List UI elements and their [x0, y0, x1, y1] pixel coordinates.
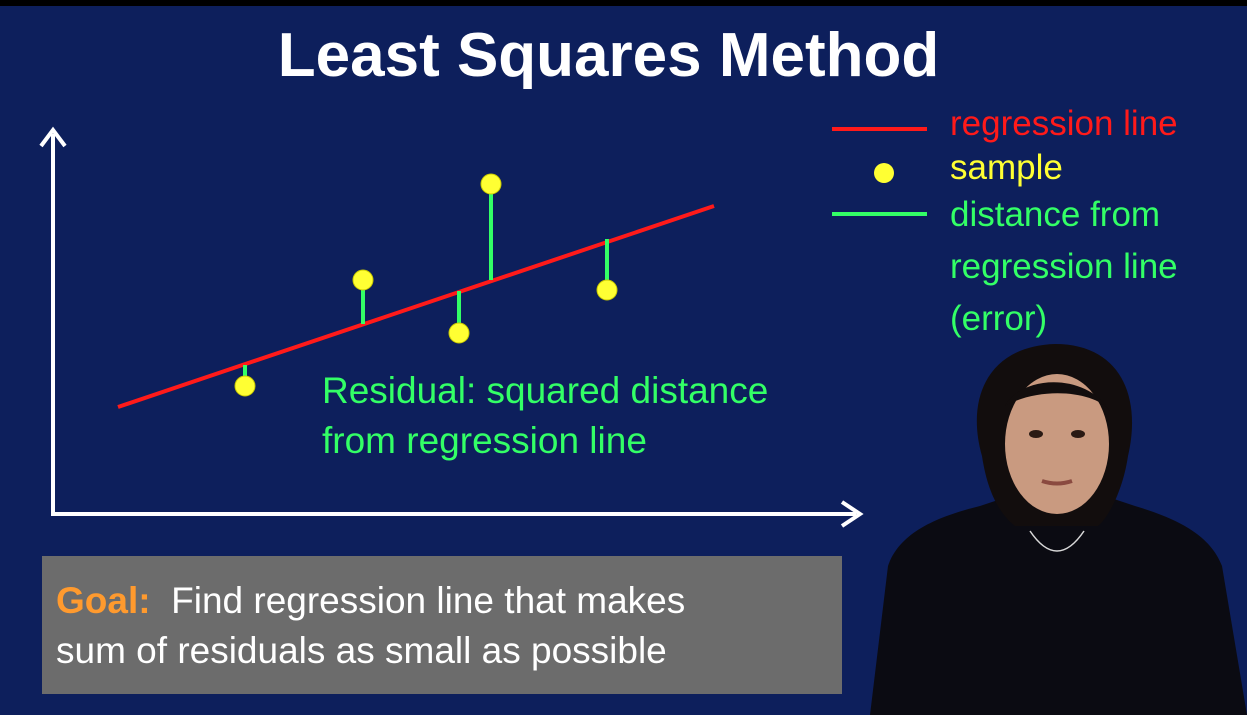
slide: Least Squares Method regression line sam…: [0, 6, 1247, 715]
sample-point: [234, 375, 256, 397]
regression-line: [117, 204, 715, 409]
scatter-diagram: [39, 126, 927, 528]
x-axis-arrow-icon: [840, 500, 864, 528]
slide-title: Least Squares Method: [277, 21, 940, 90]
sample-point: [352, 269, 374, 291]
legend-distance-line: distance from: [950, 195, 1161, 234]
goal-text-line2: sum of residuals as small as possible: [56, 630, 667, 671]
y-axis-arrow-icon: [39, 126, 67, 148]
goal-text: Goal: Find regression line that makes su…: [56, 576, 685, 676]
residual-line: Residual: squared distance: [322, 370, 769, 411]
presenter-fringe: [1005, 382, 1110, 411]
presenter-mouth: [1041, 479, 1073, 486]
goal-box: Goal: Find regression line that makes su…: [42, 556, 842, 694]
legend-regression-label: regression line: [950, 104, 1178, 143]
residual-line: from regression line: [322, 420, 647, 461]
presenter-video: [870, 344, 1247, 715]
legend-sample-label: sample: [950, 148, 1063, 187]
legend-distance-label: distance from regression line (error): [950, 189, 1240, 345]
legend-sample-swatch: [874, 163, 894, 183]
goal-label: Goal:: [56, 580, 151, 621]
goal-line-1: Goal: Find regression line that makes: [56, 576, 685, 626]
legend-distance-line: (error): [950, 299, 1048, 338]
presenter-face: [1005, 374, 1109, 514]
presenter-necklace: [1029, 530, 1085, 552]
sample-point: [596, 279, 618, 301]
residual-definition: Residual: squared distance from regressi…: [322, 366, 768, 466]
legend-distance-line: regression line: [950, 247, 1178, 286]
presenter-eye: [1029, 430, 1043, 438]
presenter-body: [870, 496, 1247, 715]
sample-point: [480, 173, 502, 195]
sample-point: [448, 322, 470, 344]
presenter-eye: [1071, 430, 1085, 438]
goal-text-line1: Find regression line that makes: [150, 580, 686, 621]
